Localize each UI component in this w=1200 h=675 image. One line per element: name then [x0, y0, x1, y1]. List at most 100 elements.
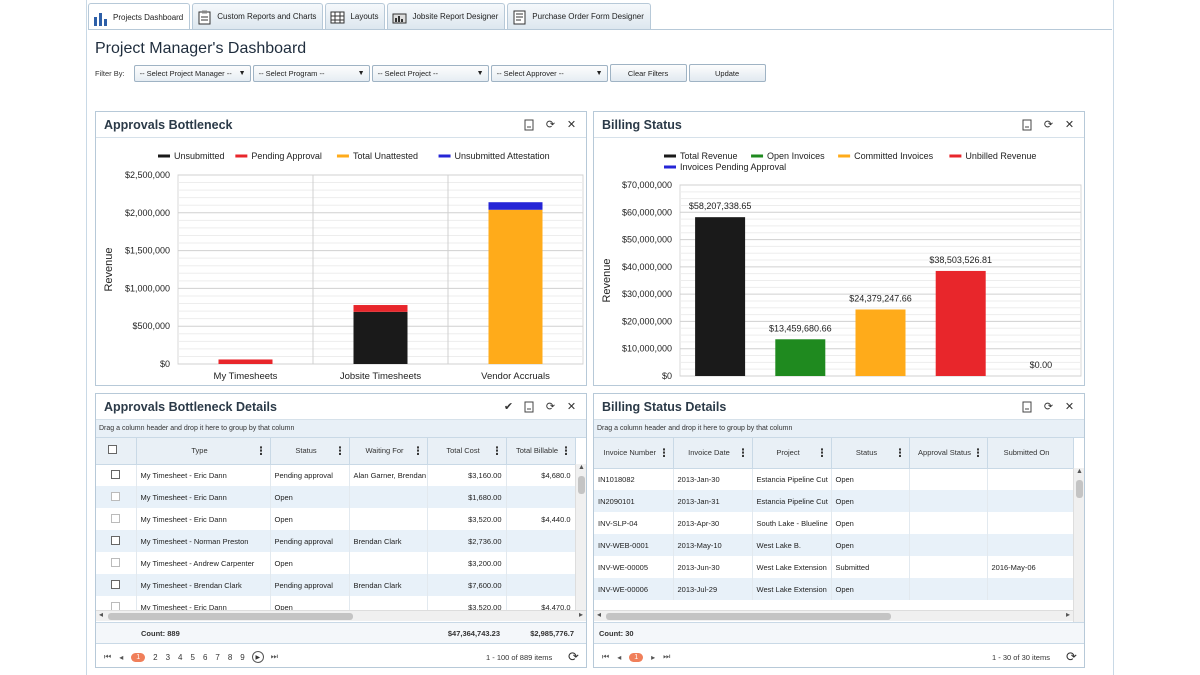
- refresh-icon[interactable]: ⟳: [1043, 119, 1054, 131]
- column-header-total-cost[interactable]: Total Cost ⋮: [427, 438, 507, 465]
- column-menu-icon[interactable]: ⋮: [412, 445, 424, 458]
- row-checkbox-cell[interactable]: [96, 464, 137, 486]
- table-row[interactable]: My Timesheet - Andrew Carpenter Open $3,20…: [96, 552, 576, 574]
- horizontal-scrollbar[interactable]: ◂ ▸: [96, 610, 586, 621]
- table-row[interactable]: My Timesheet - Norman Preston Pending app…: [96, 530, 576, 552]
- table-row[interactable]: My Timesheet - Eric Dann Pending approval…: [96, 464, 576, 486]
- page-number[interactable]: 8: [227, 652, 233, 662]
- refresh-icon[interactable]: ⟳: [1043, 401, 1054, 413]
- tab-projects-dashboard[interactable]: Projects Dashboard: [88, 3, 191, 30]
- close-icon[interactable]: ✕: [1064, 401, 1075, 413]
- column-header-project[interactable]: Project ⋮: [752, 438, 832, 469]
- scroll-up-icon[interactable]: ▲: [578, 464, 585, 471]
- first-page-icon[interactable]: ⏮: [602, 652, 610, 661]
- checkmark-icon[interactable]: ✔: [503, 401, 514, 413]
- row-checkbox[interactable]: [111, 557, 121, 567]
- project-manager-select[interactable]: -- Select Project Manager -- ▼: [133, 64, 251, 82]
- invoice-number-cell[interactable]: IN2090101: [594, 490, 674, 512]
- row-checkbox-cell[interactable]: [96, 574, 137, 596]
- row-checkbox-cell[interactable]: [96, 552, 137, 574]
- table-row[interactable]: My Timesheet - Brendan Clark Pending appr…: [96, 574, 576, 596]
- scroll-up-icon[interactable]: ▲: [1076, 468, 1083, 475]
- table-row[interactable]: My Timesheet - Eric Dann Open $1,680.00: [96, 486, 576, 508]
- current-page[interactable]: 1: [131, 652, 146, 662]
- tab-jobsite-report-designer[interactable]: Jobsite Report Designer: [387, 3, 506, 29]
- invoice-number-cell[interactable]: INV-WE-00005: [594, 556, 674, 578]
- vertical-scrollbar[interactable]: ▲ ▼: [1073, 468, 1084, 634]
- column-menu-icon[interactable]: ⋮: [894, 447, 906, 460]
- export-icon[interactable]: [1021, 118, 1034, 131]
- tab-custom-reports[interactable]: Custom Reports and Charts: [192, 3, 324, 29]
- prev-page-icon[interactable]: ◂: [119, 652, 124, 662]
- first-page-icon[interactable]: ⏮: [104, 652, 112, 661]
- row-checkbox[interactable]: [111, 513, 121, 523]
- type-cell[interactable]: My Timesheet - Eric Dann: [136, 486, 271, 508]
- column-header-status[interactable]: Status ⋮: [831, 438, 910, 469]
- grid-refresh-icon[interactable]: ⟳: [1066, 649, 1077, 664]
- table-row[interactable]: INV-SLP-04 2013-Apr-30 South Lake - Blueli…: [594, 512, 1074, 534]
- page-number[interactable]: 2: [153, 652, 158, 662]
- row-checkbox[interactable]: [111, 579, 121, 589]
- refresh-icon[interactable]: ⟳: [545, 401, 556, 413]
- column-header-status[interactable]: Status ⋮: [270, 438, 350, 465]
- row-checkbox[interactable]: [111, 535, 121, 545]
- type-cell[interactable]: My Timesheet - Andrew Carpenter: [136, 552, 271, 574]
- grid-refresh-icon[interactable]: ⟳: [568, 649, 579, 664]
- column-menu-icon[interactable]: ⋮: [737, 447, 749, 460]
- tab-purchase-order-form-designer[interactable]: Purchase Order Form Designer: [507, 3, 651, 29]
- column-menu-icon[interactable]: ⋮: [816, 447, 828, 460]
- table-row[interactable]: IN2090101 2013-Jan-31 Estancia Pipeline Cu…: [594, 490, 1074, 512]
- page-number[interactable]: 5: [190, 652, 195, 662]
- table-row[interactable]: INV-WE-00006 2013-Jul-29 West Lake Extensi…: [594, 578, 1074, 600]
- invoice-number-cell[interactable]: INV-WE-00006: [594, 578, 674, 600]
- scroll-thumb[interactable]: [578, 476, 585, 494]
- table-row[interactable]: INV-WEB-0001 2013-May-10 West Lake B. Open: [594, 534, 1074, 556]
- column-header-waiting-for[interactable]: Waiting For ⋮: [349, 438, 428, 465]
- page-number[interactable]: 3: [165, 652, 171, 662]
- scroll-left-icon[interactable]: ◂: [597, 610, 602, 619]
- row-checkbox-cell[interactable]: [96, 530, 137, 552]
- row-checkbox-cell[interactable]: [96, 508, 137, 530]
- horizontal-scrollbar[interactable]: ◂ ▸: [594, 610, 1073, 621]
- invoice-number-cell[interactable]: IN1018082: [594, 468, 674, 490]
- close-icon[interactable]: ✕: [1064, 119, 1075, 131]
- next-page-icon[interactable]: ▶: [251, 651, 264, 663]
- column-header-approval-status[interactable]: Approval Status ⋮: [909, 438, 988, 469]
- column-menu-icon[interactable]: ⋮: [334, 445, 346, 458]
- refresh-icon[interactable]: ⟳: [545, 119, 556, 131]
- next-page-icon[interactable]: ▸: [651, 652, 656, 662]
- clear-filters-button[interactable]: Clear Filters: [609, 64, 687, 82]
- column-menu-icon[interactable]: ⋮: [658, 447, 670, 460]
- select-all-header[interactable]: [96, 438, 137, 465]
- column-header-invoice-number[interactable]: Invoice Number ⋮: [594, 438, 674, 469]
- vertical-scrollbar[interactable]: ▲: [575, 464, 586, 618]
- type-cell[interactable]: My Timesheet - Brendan Clark: [136, 574, 271, 596]
- scroll-thumb[interactable]: [606, 613, 891, 620]
- page-number[interactable]: 6: [202, 652, 208, 662]
- column-header-total-billable[interactable]: Total Billable ⋮: [506, 438, 576, 465]
- tab-layouts[interactable]: Layouts: [325, 3, 386, 29]
- type-cell[interactable]: My Timesheet - Norman Preston: [136, 530, 271, 552]
- approver-select[interactable]: -- Select Approver -- ▼: [490, 64, 608, 82]
- column-header-submitted-on[interactable]: Submitted On: [987, 438, 1074, 469]
- page-number[interactable]: 9: [240, 652, 245, 662]
- scroll-right-icon[interactable]: ▸: [578, 610, 583, 619]
- scroll-thumb[interactable]: [108, 613, 353, 620]
- page-number[interactable]: 4: [178, 652, 183, 662]
- update-button[interactable]: Update: [688, 64, 766, 82]
- select-all-checkbox[interactable]: [107, 445, 117, 455]
- type-cell[interactable]: My Timesheet - Eric Dann: [136, 508, 271, 530]
- row-checkbox[interactable]: [111, 491, 121, 501]
- scroll-left-icon[interactable]: ◂: [99, 610, 104, 619]
- close-icon[interactable]: ✕: [566, 401, 577, 413]
- invoice-number-cell[interactable]: INV-SLP-04: [594, 512, 674, 534]
- table-row[interactable]: INV-WE-00005 2013-Jun-30 West Lake Extensi…: [594, 556, 1074, 578]
- column-menu-icon[interactable]: ⋮: [491, 445, 503, 458]
- close-icon[interactable]: ✕: [566, 119, 577, 131]
- table-row[interactable]: My Timesheet - Eric Dann Open $3,520.00 $4,…: [96, 508, 576, 530]
- prev-page-icon[interactable]: ◂: [617, 652, 622, 662]
- invoice-number-cell[interactable]: INV-WEB-0001: [594, 534, 674, 556]
- column-header-type[interactable]: Type ⋮: [136, 438, 271, 465]
- scroll-right-icon[interactable]: ▸: [1065, 610, 1070, 619]
- scroll-thumb[interactable]: [1076, 480, 1083, 498]
